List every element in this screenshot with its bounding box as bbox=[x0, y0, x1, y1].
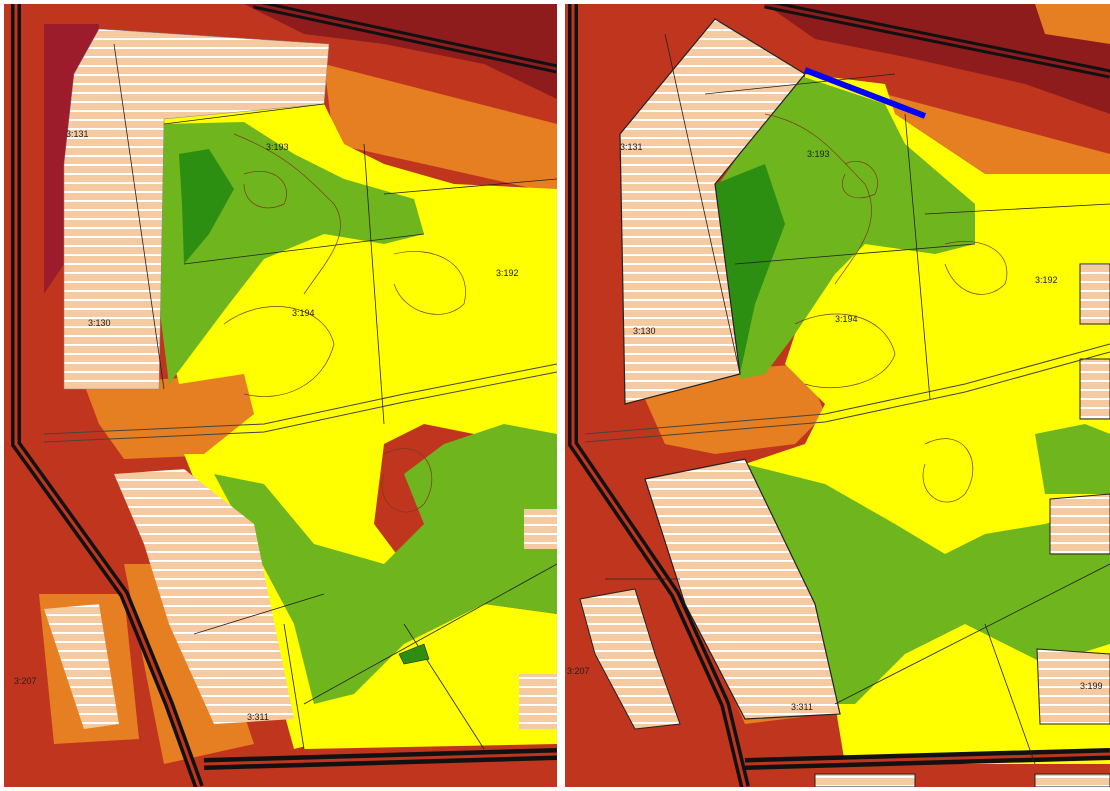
zone-green-south bbox=[745, 464, 1110, 704]
zone-dark-red bbox=[244, 4, 557, 99]
parcel-3-207[interactable] bbox=[579, 588, 681, 730]
parcel-se[interactable] bbox=[519, 674, 557, 729]
parcel-3-199[interactable] bbox=[1036, 648, 1110, 725]
parcel-label-3-193: 3:193 bbox=[807, 149, 830, 159]
parcel-boundaries bbox=[113, 43, 557, 750]
parcel-label-3-131: 3:131 bbox=[620, 142, 643, 152]
parcel-3-207[interactable] bbox=[44, 604, 119, 729]
parcel-3-131-130[interactable] bbox=[63, 28, 330, 390]
map-canvas-right: 3:131 3:193 3:130 3:194 3:192 3:207 3:31… bbox=[565, 4, 1110, 787]
zone-green-south bbox=[214, 424, 557, 704]
highlight-line[interactable] bbox=[803, 67, 927, 119]
parcel-south[interactable] bbox=[814, 773, 916, 787]
parcel-south-east[interactable] bbox=[1034, 773, 1110, 787]
contour-lines bbox=[223, 133, 466, 513]
zone-dark-red bbox=[765, 4, 1110, 114]
parcel-3-311[interactable] bbox=[114, 469, 294, 724]
parcel-label-3-194: 3:194 bbox=[835, 314, 858, 324]
parcel-label-3-194: 3:194 bbox=[292, 308, 315, 318]
parcel-east-1[interactable] bbox=[1079, 263, 1110, 325]
track-line bbox=[43, 363, 557, 435]
zone-yellow bbox=[164, 104, 557, 749]
track-line bbox=[584, 343, 1110, 435]
parcel-label-3-130: 3:130 bbox=[633, 326, 656, 336]
parcel-label-3-311: 3:311 bbox=[247, 712, 269, 722]
parcel-east-2[interactable] bbox=[1079, 358, 1110, 420]
zone-orange-top bbox=[324, 64, 557, 194]
zone-green-east bbox=[1035, 424, 1110, 494]
zone-dark-green-small bbox=[398, 643, 430, 665]
zone-dark-green bbox=[179, 149, 234, 264]
parcel-label-3-207: 3:207 bbox=[567, 666, 590, 676]
parcel-label-3-311: 3:311 bbox=[791, 702, 813, 712]
parcel-boundaries bbox=[605, 33, 1110, 765]
map-panel-right[interactable]: 3:131 3:193 3:130 3:194 3:192 3:207 3:31… bbox=[565, 4, 1110, 787]
parcel-label-3-192: 3:192 bbox=[496, 268, 519, 278]
parcel-label-3-207: 3:207 bbox=[14, 676, 37, 686]
map-canvas-left: 3:131 3:193 3:130 3:194 3:192 3:207 3:31… bbox=[4, 4, 557, 787]
parcel-east[interactable] bbox=[524, 509, 557, 549]
parcel-east-3[interactable] bbox=[1049, 493, 1110, 555]
parcel-label-3-131: 3:131 bbox=[66, 129, 89, 139]
zone-orange-top-right bbox=[1035, 4, 1110, 44]
parcel-label-3-193: 3:193 bbox=[266, 142, 289, 152]
parcel-label-3-199: 3:199 bbox=[1080, 681, 1103, 691]
parcel-label-3-192: 3:192 bbox=[1035, 275, 1058, 285]
zone-green-north bbox=[705, 74, 975, 379]
parcel-3-131-130[interactable] bbox=[619, 18, 806, 405]
contour-lines bbox=[764, 113, 1008, 503]
parcel-label-3-130: 3:130 bbox=[88, 318, 111, 328]
map-panel-left[interactable]: 3:131 3:193 3:130 3:194 3:192 3:207 3:31… bbox=[4, 4, 557, 787]
